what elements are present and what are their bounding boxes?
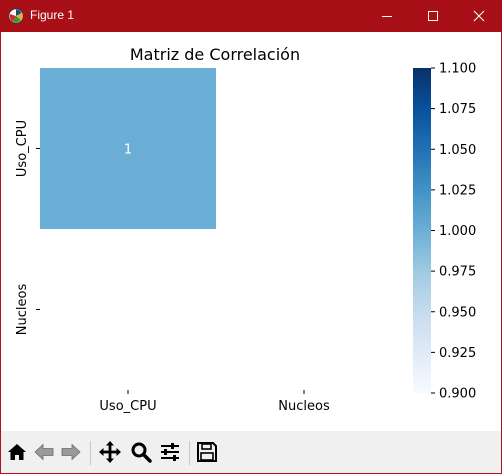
configure-subplots-button[interactable] bbox=[157, 439, 183, 465]
colorbar-tick-label: 1.025 bbox=[439, 183, 476, 198]
colorbar-tick-label: 0.950 bbox=[439, 305, 476, 320]
close-button[interactable] bbox=[456, 0, 502, 32]
cell-value-label: 1 bbox=[124, 143, 132, 158]
matplotlib-logo-icon bbox=[8, 8, 24, 24]
maximize-icon bbox=[428, 11, 438, 21]
home-button[interactable] bbox=[4, 439, 30, 465]
forward-button[interactable] bbox=[58, 439, 84, 465]
window-title: Figure 1 bbox=[30, 8, 75, 22]
zoom-button[interactable] bbox=[128, 439, 154, 465]
colorbar-tick-label: 1.000 bbox=[439, 224, 476, 239]
zoom-icon bbox=[131, 442, 152, 463]
x-tick-label: Nucleos bbox=[278, 399, 330, 414]
configure-subplots-icon bbox=[161, 443, 179, 461]
save-icon bbox=[197, 442, 217, 462]
pan-icon bbox=[99, 441, 121, 463]
colorbar-tick-label: 1.075 bbox=[439, 102, 476, 117]
colorbar-tick-label: 0.975 bbox=[439, 265, 476, 280]
close-icon bbox=[473, 10, 485, 22]
title-bar[interactable]: Figure 1 bbox=[0, 0, 502, 32]
colorbar-tick-label: 0.900 bbox=[439, 387, 476, 402]
toolbar-separator bbox=[90, 441, 91, 465]
heatmap-cell bbox=[40, 68, 216, 229]
toolbar-separator bbox=[189, 441, 190, 465]
pan-button[interactable] bbox=[97, 439, 123, 465]
colorbar bbox=[413, 68, 431, 393]
y-tick-label: Uso_CPU bbox=[15, 120, 30, 177]
chart-title: Matriz de Correlación bbox=[130, 45, 300, 64]
correlation-heatmap: Matriz de Correlación 1 Uso_CPU Nucleos U… bbox=[15, 45, 476, 414]
navigation-toolbar bbox=[1, 431, 501, 473]
maximize-button[interactable] bbox=[410, 0, 456, 32]
x-tick-label: Uso_CPU bbox=[99, 399, 156, 414]
minimize-button[interactable] bbox=[364, 0, 410, 32]
back-button[interactable] bbox=[31, 439, 57, 465]
minimize-icon bbox=[382, 16, 392, 17]
back-arrow-icon bbox=[34, 443, 54, 461]
y-tick-label: Nucleos bbox=[15, 284, 30, 336]
colorbar-tick-label: 0.925 bbox=[439, 346, 476, 361]
colorbar-tick-label: 1.100 bbox=[439, 62, 476, 77]
save-button[interactable] bbox=[194, 439, 220, 465]
home-icon bbox=[8, 444, 26, 460]
forward-arrow-icon bbox=[61, 443, 81, 461]
colorbar-tick-label: 1.050 bbox=[439, 143, 476, 158]
figure-canvas[interactable]: Matriz de Correlación 1 Uso_CPU Nucleos U… bbox=[1, 32, 501, 431]
